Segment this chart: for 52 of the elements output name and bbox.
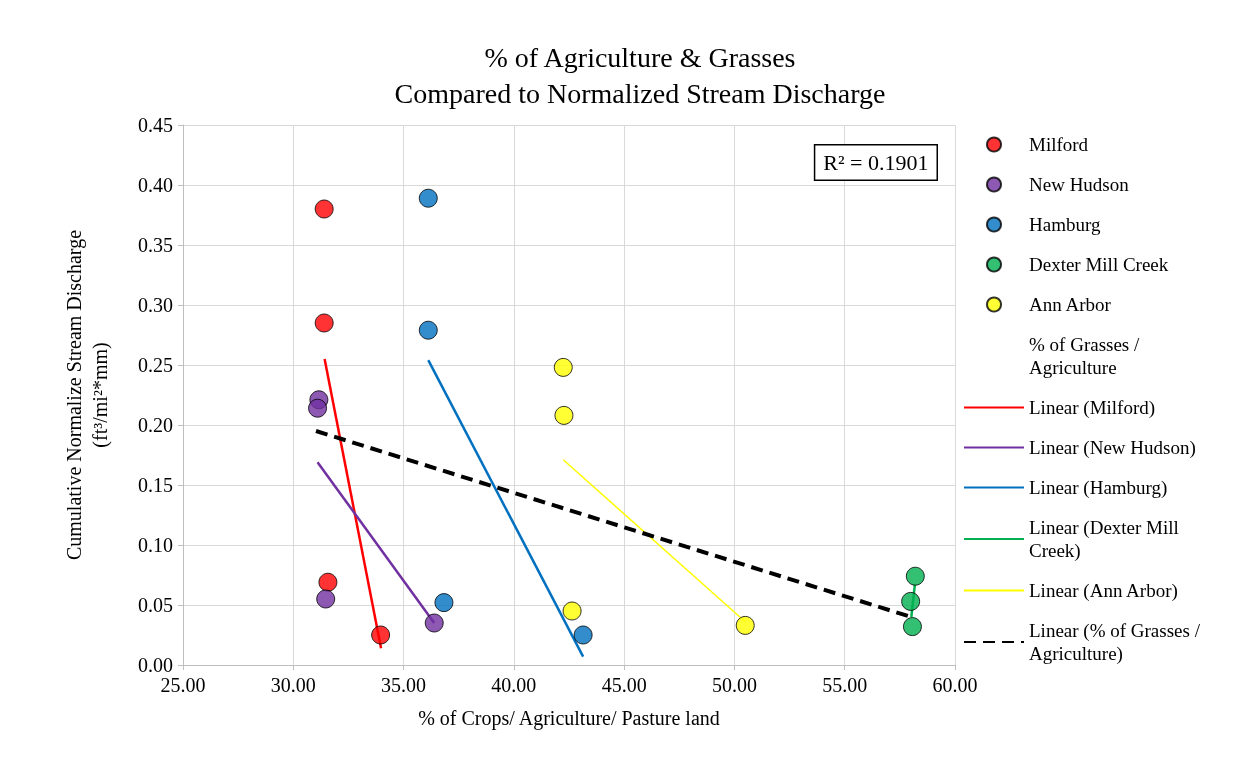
- point: [318, 572, 338, 592]
- annotation: R² = 0.1901: [823, 150, 929, 175]
- y-tick-label: 0.00: [138, 654, 173, 676]
- point: [901, 591, 921, 611]
- y-tick-label: 0.30: [138, 294, 173, 316]
- legend-label: Linear (% of Grasses / Agriculture): [1029, 620, 1205, 665]
- y-tick-label: 0.35: [138, 234, 173, 256]
- point: [434, 593, 454, 613]
- legend-label: Ann Arbor: [1029, 294, 1112, 315]
- x-tick-label: 45.00: [601, 674, 647, 696]
- legend-label: Linear (Milford): [1029, 397, 1156, 419]
- x-tick-label: 35.00: [381, 674, 427, 696]
- point: [418, 320, 438, 340]
- point: [735, 615, 755, 635]
- y-tick-label: 0.20: [138, 414, 173, 436]
- x-tick-label: 55.00: [822, 674, 868, 696]
- x-axis-title: % of Crops/ Agriculture/ Pasture land: [418, 707, 720, 730]
- y-tick-label: 0.25: [138, 354, 173, 376]
- point: [905, 566, 925, 586]
- x-tick-label: 25.00: [160, 674, 206, 696]
- point: [418, 188, 438, 208]
- point: [371, 625, 391, 645]
- legend-label: Linear (Dexter Mill Creek): [1029, 517, 1184, 562]
- legend-label: Milford: [1029, 134, 1089, 155]
- x-tick-label: 40.00: [491, 674, 537, 696]
- point: [553, 357, 573, 377]
- legend-label: Linear (Hamburg): [1029, 477, 1168, 499]
- y-tick-label: 0.05: [138, 594, 173, 616]
- point: [316, 589, 336, 609]
- point: [562, 601, 582, 621]
- legend-label: Linear (Ann Arbor): [1029, 580, 1178, 602]
- legend-label: Hamburg: [1029, 214, 1101, 235]
- x-tick-label: 60.00: [932, 674, 978, 696]
- y-tick-label: 0.10: [138, 534, 173, 556]
- point: [424, 613, 444, 633]
- y-axis-title: Cumulative Normalize Stream Discharge (ft³/mi²*mm): [63, 229, 112, 561]
- legend-label: Linear (New Hudson): [1029, 437, 1196, 459]
- chart-title: % of Agriculture & Grasses Compared to Normalized Stream Discharge: [394, 41, 886, 109]
- legend-label: New Hudson: [1029, 174, 1130, 195]
- y-tick-label: 0.45: [138, 114, 173, 136]
- text: % of Grasses / Agriculture: [1029, 334, 1145, 378]
- x-tick-label: 50.00: [711, 674, 757, 696]
- point: [573, 625, 593, 645]
- y-tick-label: 0.40: [138, 174, 173, 196]
- point: [902, 617, 922, 637]
- point: [314, 199, 334, 219]
- x-tick-label: 30.00: [270, 674, 316, 696]
- point: [554, 405, 574, 425]
- y-tick-label: 0.15: [138, 474, 173, 496]
- legend-label: Dexter Mill Creek: [1029, 254, 1169, 275]
- point: [314, 313, 334, 333]
- point: [308, 398, 328, 418]
